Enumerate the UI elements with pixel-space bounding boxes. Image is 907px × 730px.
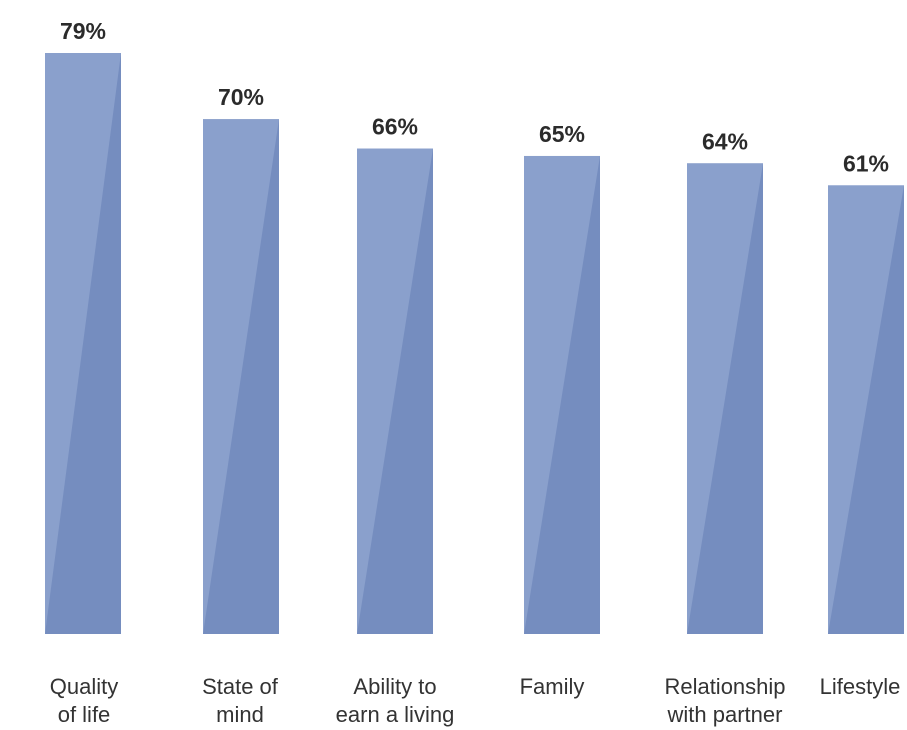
bar-6	[828, 185, 904, 634]
value-label: 70%	[218, 84, 264, 110]
category-label-line: with partner	[667, 702, 783, 727]
bar-highlight	[45, 53, 121, 634]
category-label-line: mind	[216, 702, 264, 727]
bar-highlight	[687, 163, 763, 634]
bar-1	[45, 53, 121, 634]
category-label-line: Lifestyle	[820, 674, 901, 699]
category-label: Quality of life	[50, 674, 118, 727]
category-label: State of mind	[202, 674, 279, 727]
bar-highlight	[828, 185, 904, 634]
category-label-line: Quality	[50, 674, 118, 699]
category-label: Lifestyle	[820, 674, 901, 699]
value-label: 61%	[843, 150, 889, 176]
bar-highlight	[524, 155, 600, 634]
category-label-line: Family	[520, 674, 585, 699]
category-label: Relationship with partner	[664, 674, 785, 727]
value-label: 79%	[60, 18, 106, 44]
category-label: Family	[520, 674, 585, 699]
bar-3	[357, 148, 433, 634]
bar-2	[203, 119, 279, 634]
category-label-line: earn a living	[336, 702, 455, 727]
category-label-line: State of	[202, 674, 279, 699]
bar-5	[687, 163, 763, 634]
category-label-line: of life	[58, 702, 111, 727]
value-label: 66%	[372, 114, 418, 140]
value-label: 64%	[702, 128, 748, 154]
category-label-line: Relationship	[664, 674, 785, 699]
category-label-line: Ability to	[353, 674, 436, 699]
category-label: Ability to earn a living	[336, 674, 455, 727]
bar-highlight	[357, 148, 433, 634]
bar-4	[524, 155, 600, 634]
bar-highlight	[203, 119, 279, 634]
value-label: 65%	[539, 121, 585, 147]
